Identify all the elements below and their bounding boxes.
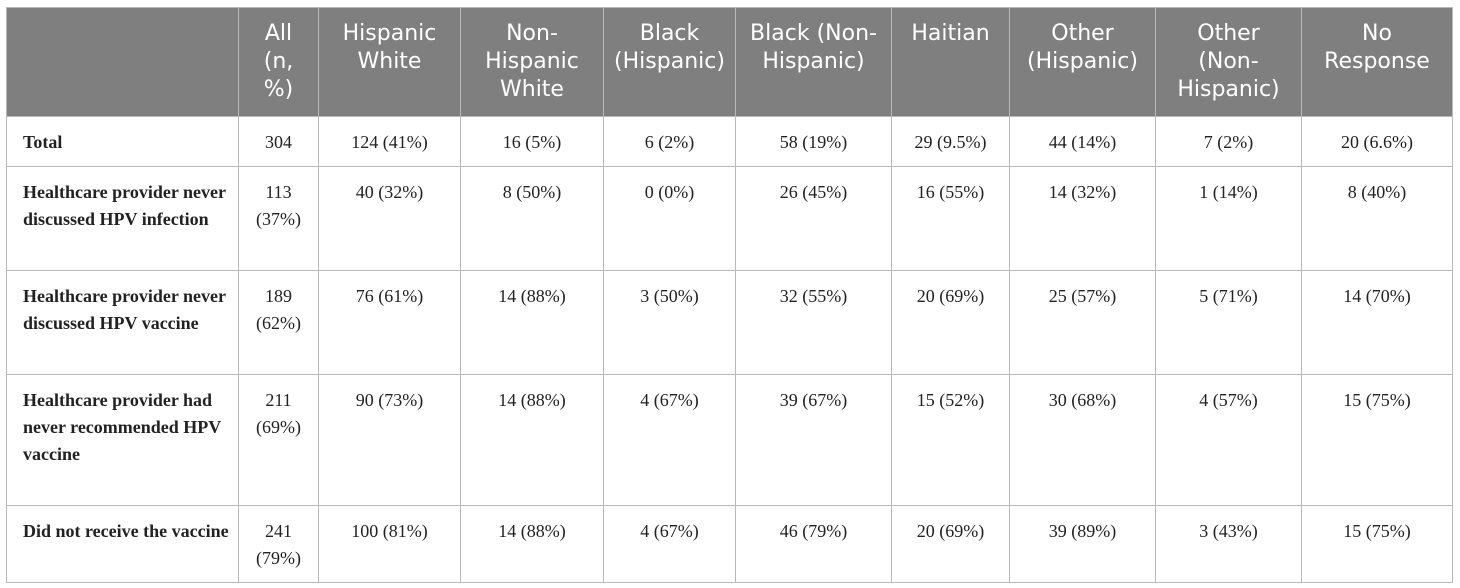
table-cell: 7 (2%) bbox=[1155, 116, 1302, 167]
table-cell: 124 (41%) bbox=[318, 116, 461, 167]
row-label: Total bbox=[6, 116, 239, 167]
table-cell: 15 (75%) bbox=[1301, 505, 1453, 583]
table-cell: 20 (69%) bbox=[891, 505, 1010, 583]
table-cell: 100 (81%) bbox=[318, 505, 461, 583]
row-label: Did not receive the vaccine bbox=[6, 505, 239, 583]
table-cell: 39 (67%) bbox=[735, 374, 892, 506]
table-cell: 76 (61%) bbox=[318, 270, 461, 375]
table-cell: 26 (45%) bbox=[735, 166, 892, 271]
table-cell: 15 (75%) bbox=[1301, 374, 1453, 506]
table-row: Total 304 124 (41%) 16 (5%) 6 (2%) 58 (1… bbox=[6, 116, 1453, 167]
header-row: All (n, %) Hispanic White Non-Hispanic W… bbox=[6, 7, 1453, 117]
table-cell: 15 (52%) bbox=[891, 374, 1010, 506]
table-cell: 113 (37%) bbox=[238, 166, 319, 271]
table-cell: 39 (89%) bbox=[1009, 505, 1156, 583]
header-cell-other-non-hispanic: Other (Non-Hispanic) bbox=[1155, 7, 1302, 117]
table-cell: 14 (88%) bbox=[460, 374, 604, 506]
table-row: Healthcare provider had never recommende… bbox=[6, 374, 1453, 506]
row-label: Healthcare provider never discussed HPV … bbox=[6, 270, 239, 375]
table-row: Healthcare provider never discussed HPV … bbox=[6, 166, 1453, 271]
table-cell: 4 (57%) bbox=[1155, 374, 1302, 506]
table-cell: 32 (55%) bbox=[735, 270, 892, 375]
header-cell-black-hispanic: Black (Hispanic) bbox=[603, 7, 736, 117]
header-cell-other-hispanic: Other (Hispanic) bbox=[1009, 7, 1156, 117]
header-cell-black-non-hispanic: Black (Non-Hispanic) bbox=[735, 7, 892, 117]
table-cell: 30 (68%) bbox=[1009, 374, 1156, 506]
table-cell: 4 (67%) bbox=[603, 505, 736, 583]
header-cell-no-response: No Response bbox=[1301, 7, 1453, 117]
table-cell: 6 (2%) bbox=[603, 116, 736, 167]
table-row: Did not receive the vaccine 241 (79%) 10… bbox=[6, 505, 1453, 583]
table-cell: 16 (5%) bbox=[460, 116, 604, 167]
table-cell: 44 (14%) bbox=[1009, 116, 1156, 167]
hpv-survey-table: All (n, %) Hispanic White Non-Hispanic W… bbox=[6, 7, 1453, 583]
table-cell: 5 (71%) bbox=[1155, 270, 1302, 375]
header-cell-empty bbox=[6, 7, 239, 117]
table-cell: 90 (73%) bbox=[318, 374, 461, 506]
table-cell: 304 bbox=[238, 116, 319, 167]
header-cell-haitian: Haitian bbox=[891, 7, 1010, 117]
table-cell: 8 (50%) bbox=[460, 166, 604, 271]
table-cell: 14 (70%) bbox=[1301, 270, 1453, 375]
table-cell: 14 (32%) bbox=[1009, 166, 1156, 271]
table-cell: 29 (9.5%) bbox=[891, 116, 1010, 167]
header-cell-non-hispanic-white: Non-Hispanic White bbox=[460, 7, 604, 117]
table-row: Healthcare provider never discussed HPV … bbox=[6, 270, 1453, 375]
table-cell: 1 (14%) bbox=[1155, 166, 1302, 271]
table-cell: 40 (32%) bbox=[318, 166, 461, 271]
table-cell: 20 (69%) bbox=[891, 270, 1010, 375]
table-cell: 8 (40%) bbox=[1301, 166, 1453, 271]
table-cell: 0 (0%) bbox=[603, 166, 736, 271]
table-cell: 211 (69%) bbox=[238, 374, 319, 506]
table-cell: 3 (50%) bbox=[603, 270, 736, 375]
table-cell: 16 (55%) bbox=[891, 166, 1010, 271]
table-cell: 14 (88%) bbox=[460, 505, 604, 583]
header-cell-hispanic-white: Hispanic White bbox=[318, 7, 461, 117]
header-cell-all: All (n, %) bbox=[238, 7, 319, 117]
table-cell: 4 (67%) bbox=[603, 374, 736, 506]
table-cell: 25 (57%) bbox=[1009, 270, 1156, 375]
table-container: All (n, %) Hispanic White Non-Hispanic W… bbox=[6, 7, 1453, 583]
table-cell: 241 (79%) bbox=[238, 505, 319, 583]
table-cell: 46 (79%) bbox=[735, 505, 892, 583]
table-cell: 20 (6.6%) bbox=[1301, 116, 1453, 167]
row-label: Healthcare provider had never recommende… bbox=[6, 374, 239, 506]
row-label: Healthcare provider never discussed HPV … bbox=[6, 166, 239, 271]
table-cell: 58 (19%) bbox=[735, 116, 892, 167]
table-cell: 3 (43%) bbox=[1155, 505, 1302, 583]
table-cell: 14 (88%) bbox=[460, 270, 604, 375]
table-cell: 189 (62%) bbox=[238, 270, 319, 375]
